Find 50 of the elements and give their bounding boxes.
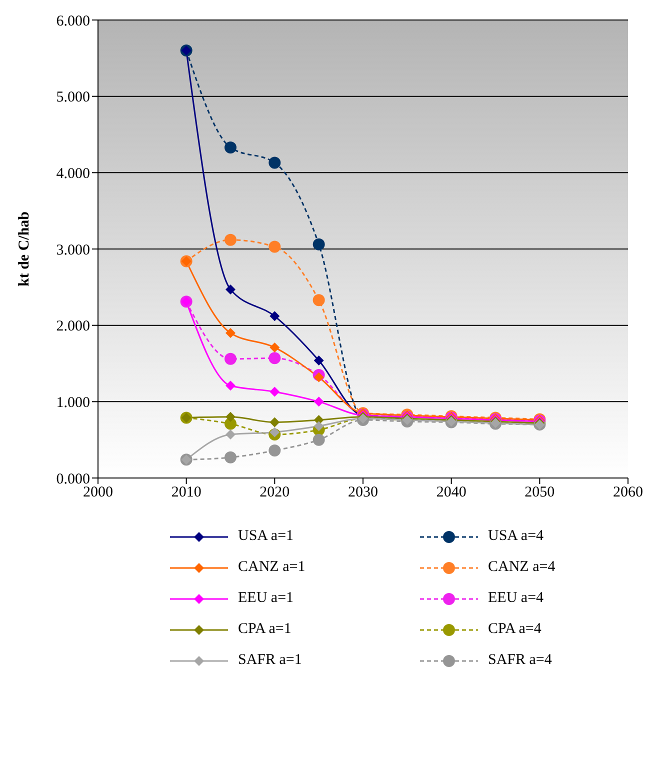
y-tick-label: 6.000	[56, 13, 90, 30]
x-tick-label: 2020	[260, 484, 290, 501]
legend-label: USA a=1	[238, 528, 294, 545]
point	[268, 240, 281, 253]
x-tick-label: 2050	[524, 484, 555, 501]
point	[224, 234, 236, 246]
point	[314, 355, 324, 366]
x-tick-label: 2060	[613, 484, 643, 501]
point	[314, 396, 324, 407]
point	[312, 238, 325, 250]
legend-label: SAFR a=4	[488, 652, 552, 669]
point	[224, 352, 236, 365]
point	[226, 429, 236, 440]
point	[270, 427, 280, 438]
x-tick-label: 2010	[171, 484, 202, 501]
point	[314, 421, 324, 432]
legend-label: USA a=4	[488, 528, 544, 545]
x-tick-label: 2030	[348, 484, 378, 501]
point	[268, 352, 281, 364]
point	[312, 434, 325, 446]
y-tick-label: 5.000	[56, 90, 90, 106]
point	[226, 380, 236, 391]
y-tick-label: 0.000	[56, 471, 90, 488]
point	[226, 412, 236, 422]
y-tick-label: 1.000	[56, 394, 90, 411]
legend-label: CANZ a=1	[238, 559, 306, 576]
y-tick-label: 2.000	[56, 318, 90, 335]
y-axis-title: kt de C/hab	[16, 211, 32, 287]
y-tick-label: 3.000	[56, 242, 90, 258]
x-tick-label: 2040	[436, 484, 466, 501]
legend-label: EEU a=4	[488, 590, 544, 607]
point	[270, 417, 280, 428]
legend-label: SAFR a=1	[238, 652, 302, 669]
legend-label: CPA a=4	[488, 621, 542, 638]
point	[268, 156, 281, 169]
point	[268, 444, 281, 457]
point	[270, 386, 280, 397]
point	[226, 328, 236, 338]
point	[270, 311, 280, 322]
y-tick-label: 4.000	[56, 166, 90, 182]
point	[226, 284, 236, 294]
legend-label: CPA a=1	[238, 621, 292, 638]
legend-label: EEU a=1	[238, 590, 294, 607]
legend-label: CANZ a=4	[488, 559, 556, 576]
point	[224, 141, 236, 154]
point	[312, 294, 325, 306]
x-tick-label: 2000	[83, 484, 113, 501]
point	[224, 451, 236, 464]
point	[314, 372, 324, 382]
point	[270, 342, 280, 352]
